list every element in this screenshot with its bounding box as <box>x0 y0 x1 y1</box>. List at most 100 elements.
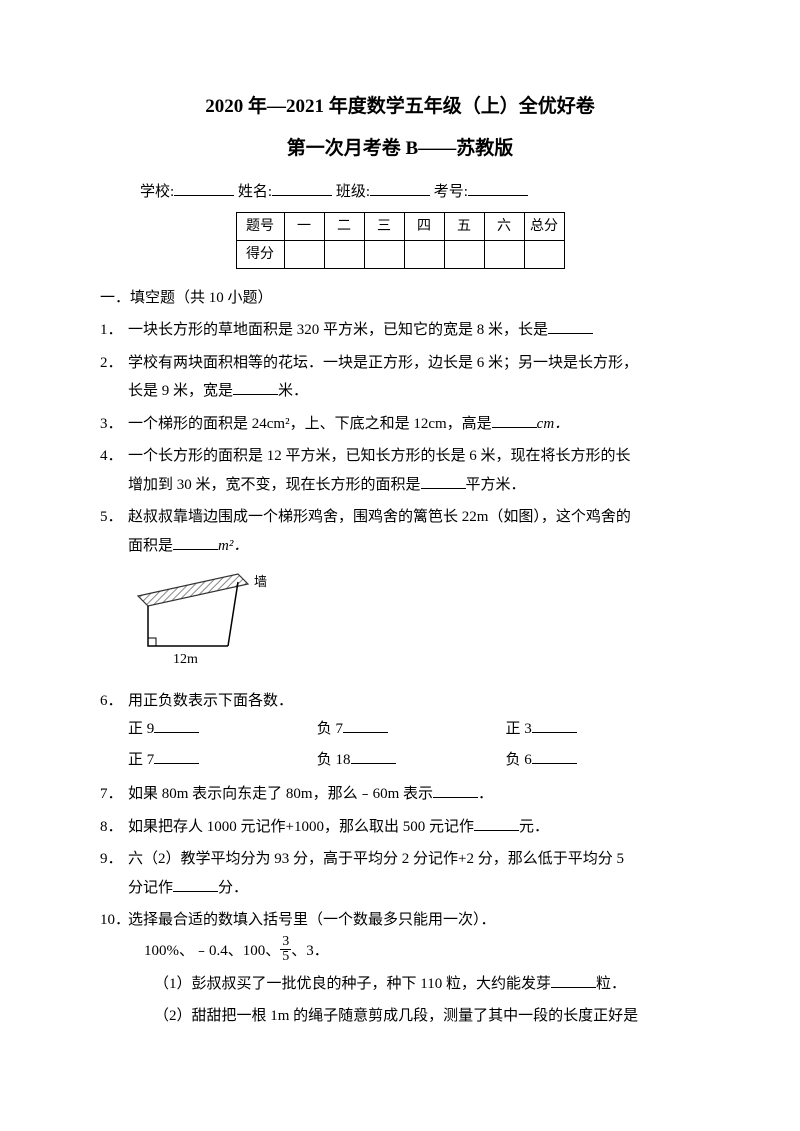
score-cell[interactable] <box>364 241 404 269</box>
question-number: 4． <box>100 442 128 499</box>
question-2: 2． 学校有两块面积相等的花坛．一块是正方形，边长是 6 米；另一块是长方形， … <box>100 349 700 406</box>
question-3: 3． 一个梯形的面积是 24cm²，上、下底之和是 12cm，高是 cm． <box>100 410 700 439</box>
answer-blank[interactable] <box>548 316 593 334</box>
subitem-text: （2）甜甜把一根 1m 的绳子随意剪成几段，测量了其中一段的长度正好是 <box>154 1008 638 1024</box>
question-text: 一个长方形的面积是 12 平方米，已知长方形的长是 6 米，现在将长方形的长 <box>128 448 631 464</box>
question-number: 6． <box>100 687 128 777</box>
answer-blank[interactable] <box>154 746 199 764</box>
question-number: 9． <box>100 845 128 902</box>
answer-blank[interactable] <box>551 970 596 988</box>
fraction-icon: 35 <box>280 935 291 964</box>
id-label: 考号: <box>434 184 468 200</box>
question-9: 9． 六（2）教学平均分为 93 分，高于平均分 2 分记作+2 分，那么低于平… <box>100 845 700 902</box>
question-text: 如果 80m 表示向东走了 80m，那么﹣60m 表示 <box>128 786 433 802</box>
answer-blank[interactable] <box>351 746 396 764</box>
question-number: 1． <box>100 316 128 345</box>
question-text: 用正负数表示下面各数． <box>128 693 293 709</box>
question-body: 如果 80m 表示向东走了 80m，那么﹣60m 表示 ． <box>128 780 700 809</box>
row-label: 题号 <box>236 213 284 241</box>
table-row: 题号 一 二 三 四 五 六 总分 <box>236 213 564 241</box>
question-number: 2． <box>100 349 128 406</box>
title-line-1: 2020 年—2021 年度数学五年级（上）全优好卷 <box>100 90 700 124</box>
score-cell[interactable] <box>324 241 364 269</box>
question-text: 分记作 <box>128 880 173 896</box>
answer-blank[interactable] <box>173 532 218 550</box>
question-1: 1． 一块长方形的草地面积是 320 平方米，已知它的宽是 8 米，长是 <box>100 316 700 345</box>
answer-blank[interactable] <box>532 715 577 733</box>
name-label: 姓名: <box>238 184 272 200</box>
answer-blank[interactable] <box>154 715 199 733</box>
row-label: 得分 <box>236 241 284 269</box>
col-header: 一 <box>284 213 324 241</box>
question-text: 增加到 30 米，宽不变，现在长方形的面积是 <box>128 477 421 493</box>
answer-blank[interactable] <box>433 780 478 798</box>
col-header: 四 <box>404 213 444 241</box>
answer-blank[interactable] <box>233 377 278 395</box>
item-label: 负 7 <box>317 721 343 737</box>
answer-blank[interactable] <box>532 746 577 764</box>
score-cell[interactable] <box>444 241 484 269</box>
col-header: 二 <box>324 213 364 241</box>
col-header: 三 <box>364 213 404 241</box>
answer-blank[interactable] <box>173 874 218 892</box>
question-text: 分． <box>218 880 248 896</box>
question-text: ． <box>478 786 493 802</box>
question-number: 8． <box>100 813 128 842</box>
diagram-bottom-label: 12m <box>173 652 198 666</box>
options-text: 100%、﹣0.4、100、 <box>144 943 280 959</box>
question-body: 一个梯形的面积是 24cm²，上、下底之和是 12cm，高是 cm． <box>128 410 700 439</box>
question-number: 3． <box>100 410 128 439</box>
score-cell[interactable] <box>284 241 324 269</box>
question-body: 一个长方形的面积是 12 平方米，已知长方形的长是 6 米，现在将长方形的长 增… <box>128 442 700 499</box>
student-info-line: 学校: 姓名: 班级: 考号: <box>140 178 700 206</box>
col-header: 五 <box>444 213 484 241</box>
id-blank[interactable] <box>468 178 528 196</box>
question-text: 面积是 <box>128 538 173 554</box>
subitem-text: 粒． <box>596 976 626 992</box>
question-6: 6． 用正负数表示下面各数． 正 9 负 7 正 3 正 7 负 18 负 6 <box>100 687 700 777</box>
diagram-wall-label: 墙 <box>254 574 267 589</box>
question-10: 10． 选择最合适的数填入括号里（一个数最多只能用一次）． 100%、﹣0.4、… <box>100 906 700 1031</box>
fraction-denominator: 5 <box>280 950 291 964</box>
answer-blank[interactable] <box>421 471 466 489</box>
score-table: 题号 一 二 三 四 五 六 总分 得分 <box>236 212 565 269</box>
name-blank[interactable] <box>272 178 332 196</box>
question-text: 赵叔叔靠墙边围成一个梯形鸡舍，围鸡舍的篱笆长 22m（如图），这个鸡舍的 <box>128 509 631 525</box>
unit-text: cm． <box>537 416 570 432</box>
question-text: 六（2）教学平均分为 93 分，高于平均分 2 分记作+2 分，那么低于平均分 … <box>128 851 624 867</box>
answer-blank[interactable] <box>474 813 519 831</box>
question-text: 如果把存人 1000 元记作+1000，那么取出 500 元记作 <box>128 819 474 835</box>
answer-blank[interactable] <box>492 410 537 428</box>
question-number: 5． <box>100 503 128 683</box>
school-label: 学校: <box>140 184 174 200</box>
item-label: 负 6 <box>506 752 532 768</box>
title-line-2: 第一次月考卷 B——苏教版 <box>100 132 700 166</box>
answer-blank[interactable] <box>343 715 388 733</box>
question-text: 一个梯形的面积是 24cm²，上、下底之和是 12cm，高是 <box>128 416 492 432</box>
item-label: 正 3 <box>506 721 532 737</box>
col-header: 六 <box>484 213 524 241</box>
question-5: 5． 赵叔叔靠墙边围成一个梯形鸡舍，围鸡舍的篱笆长 22m（如图），这个鸡舍的 … <box>100 503 700 683</box>
score-cell[interactable] <box>404 241 444 269</box>
question-4: 4． 一个长方形的面积是 12 平方米，已知长方形的长是 6 米，现在将长方形的… <box>100 442 700 499</box>
question-body: 如果把存人 1000 元记作+1000，那么取出 500 元记作 元． <box>128 813 700 842</box>
question-body: 赵叔叔靠墙边围成一个梯形鸡舍，围鸡舍的篱笆长 22m（如图），这个鸡舍的 面积是… <box>128 503 700 683</box>
fraction-numerator: 3 <box>280 935 291 950</box>
item-label: 负 18 <box>317 752 351 768</box>
subitem-text: （1）彭叔叔买了一批优良的种子，种下 110 粒，大约能发芽 <box>154 976 551 992</box>
section-heading: 一．填空题（共 10 小题） <box>100 285 700 312</box>
question-text: 元． <box>519 819 549 835</box>
question-body: 选择最合适的数填入括号里（一个数最多只能用一次）． 100%、﹣0.4、100、… <box>128 906 700 1031</box>
class-blank[interactable] <box>370 178 430 196</box>
score-cell[interactable] <box>484 241 524 269</box>
school-blank[interactable] <box>174 178 234 196</box>
question-body: 用正负数表示下面各数． 正 9 负 7 正 3 正 7 负 18 负 6 <box>128 687 700 777</box>
question-body: 学校有两块面积相等的花坛．一块是正方形，边长是 6 米；另一块是长方形， 长是 … <box>128 349 700 406</box>
question-7: 7． 如果 80m 表示向东走了 80m，那么﹣60m 表示 ． <box>100 780 700 809</box>
question-body: 六（2）教学平均分为 93 分，高于平均分 2 分记作+2 分，那么低于平均分 … <box>128 845 700 902</box>
question-text: 学校有两块面积相等的花坛．一块是正方形，边长是 6 米；另一块是长方形， <box>128 355 638 371</box>
item-label: 正 7 <box>128 752 154 768</box>
score-cell[interactable] <box>524 241 564 269</box>
question-number: 7． <box>100 780 128 809</box>
question-8: 8． 如果把存人 1000 元记作+1000，那么取出 500 元记作 元． <box>100 813 700 842</box>
